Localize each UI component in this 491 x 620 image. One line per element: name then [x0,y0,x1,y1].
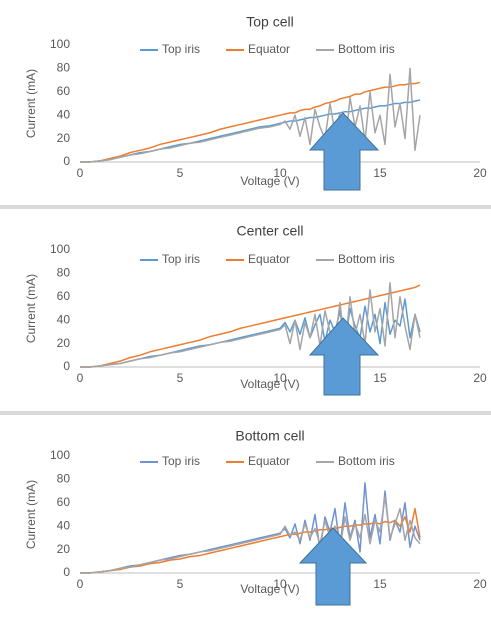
series-line [80,496,421,574]
x-tick-label: 10 [273,577,287,591]
y-tick-label: 0 [63,565,70,579]
legend-label: Equator [248,252,290,266]
series-line [80,507,421,574]
x-tick-label: 0 [77,166,84,180]
arrow [308,317,380,396]
y-tick-label: 80 [57,472,71,486]
y-tick-label: 0 [63,154,70,168]
x-tick-label: 15 [373,166,387,180]
legend-label: Equator [248,454,290,468]
separator [0,205,491,209]
x-axis-label: Voltage (V) [240,174,299,188]
x-tick-label: 0 [77,577,84,591]
x-axis-label: Voltage (V) [240,582,299,596]
x-tick-label: 5 [177,577,184,591]
y-tick-label: 60 [57,495,71,509]
arrow [298,527,368,606]
y-tick-label: 0 [63,359,70,373]
chart-title: Top cell [246,14,293,30]
y-tick-label: 40 [57,312,71,326]
chart-title: Center cell [237,223,304,239]
series-line [80,282,421,368]
legend-label: Top iris [162,252,200,266]
plots: Top cell Voltage (V) Current (mA) 0 20 40 60 80… [24,14,487,596]
x-tick-label: 20 [473,577,487,591]
separator [0,411,491,415]
chart-title: Bottom cell [235,428,304,444]
x-tick-label: 20 [473,166,487,180]
y-tick-label: 40 [57,107,71,121]
series-line [80,81,421,163]
y-tick-label: 40 [57,518,71,532]
legend-label: Top iris [162,454,200,468]
y-tick-label: 100 [50,37,70,51]
x-tick-label: 15 [373,577,387,591]
x-tick-label: 15 [373,371,387,385]
legend-label: Bottom iris [338,454,395,468]
y-tick-label: 60 [57,289,71,303]
arrow [308,112,380,191]
series-line [80,67,421,163]
legend-label: Equator [248,42,290,56]
x-axis-label: Voltage (V) [240,377,299,391]
legend-label: Top iris [162,42,200,56]
y-axis-label: Current (mA) [24,480,38,549]
x-tick-label: 5 [177,166,184,180]
y-tick-label: 60 [57,84,71,98]
y-tick-label: 20 [57,542,71,556]
y-tick-label: 80 [57,61,71,75]
y-tick-label: 20 [57,131,71,145]
y-tick-label: 20 [57,336,71,350]
y-tick-label: 100 [50,242,70,256]
series-line [80,482,421,574]
y-axis-label: Current (mA) [24,69,38,138]
legend-label: Bottom iris [338,252,395,266]
y-axis-label: Current (mA) [24,274,38,343]
x-tick-label: 0 [77,371,84,385]
legend-label: Bottom iris [338,42,395,56]
y-tick-label: 80 [57,266,71,280]
x-tick-label: 10 [273,166,287,180]
x-tick-label: 20 [473,371,487,385]
x-tick-label: 10 [273,371,287,385]
series-line [80,284,421,368]
x-tick-label: 5 [177,371,184,385]
y-tick-label: 100 [50,448,70,462]
